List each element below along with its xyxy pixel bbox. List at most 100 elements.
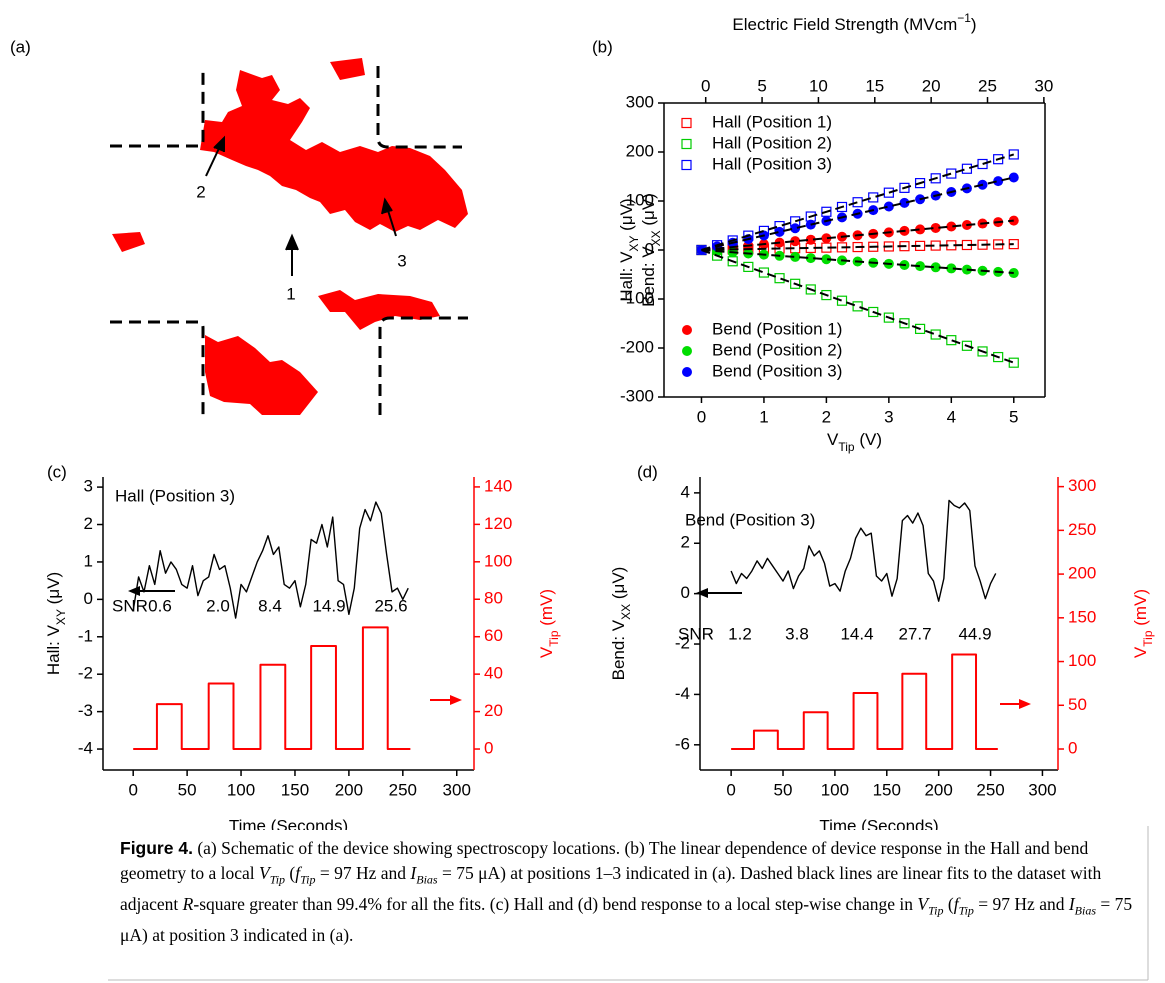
data-point	[993, 351, 1004, 363]
y-tick-label: -200	[620, 337, 654, 356]
data-point	[977, 158, 988, 170]
pointer-lines	[205, 135, 397, 276]
caption-text: = 97 Hz and	[973, 893, 1069, 914]
data-point	[836, 295, 848, 306]
y-tick-label: 0	[681, 583, 690, 602]
y2-tick-label: 0	[484, 739, 493, 758]
caption-text: (	[943, 893, 954, 914]
x-tick-label: 50	[774, 780, 793, 799]
x2-tick-label: 30	[1034, 76, 1053, 95]
caption-symbol: f	[295, 862, 301, 883]
y-tick-label: 0	[645, 239, 654, 258]
x2-axis-label-part: )	[971, 15, 977, 34]
snr-value: 44.9	[958, 624, 991, 643]
data-point	[946, 263, 957, 274]
y2-tick-label: 140	[484, 476, 512, 495]
y-tick-label: -3	[78, 701, 93, 720]
snr-value: 25.6	[374, 596, 407, 615]
caption-subscript: Bias	[1074, 903, 1097, 918]
y2-tick-label: 120	[484, 514, 512, 533]
caption-text: -square greater than 99.4% for all the f…	[193, 893, 918, 914]
x-axis-label: VTip (V)	[827, 430, 882, 454]
y-axis-label: Bend: VXX (μV)	[609, 567, 633, 681]
data-point	[821, 289, 832, 301]
caption-text: (	[285, 862, 296, 883]
legend-marker	[682, 325, 692, 335]
legend-marker	[682, 367, 692, 377]
data-point	[790, 236, 801, 247]
y-axis-label: Bend: VXX (μV)	[639, 193, 663, 307]
y2-tick-label: 50	[1068, 695, 1087, 714]
panel-label: (c)	[47, 462, 67, 481]
y2-axis-label-part: V	[1131, 646, 1150, 658]
y2-axis-label: VTip (mV)	[537, 589, 561, 658]
caption-symbol: I	[410, 862, 417, 883]
y2-axis-label-part: (mV)	[1131, 589, 1150, 631]
legend-label: Hall (Position 3)	[712, 154, 832, 173]
x-tick-label: 3	[884, 407, 893, 426]
y2-tick-label: 150	[1068, 607, 1096, 626]
data-point	[946, 168, 957, 179]
y-tick-label: -100	[620, 288, 654, 307]
legend-label: Hall (Position 1)	[712, 112, 832, 131]
x-tick-label: 0	[128, 780, 137, 799]
data-point	[883, 201, 894, 212]
caption: Figure 4. (a) Schematic of the device sh…	[120, 836, 1135, 948]
legend-marker	[681, 159, 692, 171]
y-axis-label-part: Hall: V	[617, 251, 636, 302]
x-tick-label: 250	[389, 780, 417, 799]
data-point	[790, 251, 801, 262]
y2-tick-label: 250	[1068, 520, 1096, 539]
x-tick-label: 0	[726, 780, 735, 799]
arrow-head	[1019, 699, 1031, 709]
legend-label: Hall (Position 2)	[712, 133, 832, 152]
snr-value: 0.6	[148, 596, 172, 615]
x2-tick-label: 25	[978, 76, 997, 95]
y-tick-label: -300	[620, 386, 654, 405]
data-line	[132, 501, 409, 619]
y2-tick-label: 40	[484, 664, 503, 683]
data-point	[821, 254, 832, 265]
y-tick-label: 300	[626, 92, 654, 111]
y-tick-label: -2	[78, 664, 93, 683]
fit-line	[701, 153, 1015, 251]
x2-tick-label: 5	[757, 76, 766, 95]
caption-label: Figure 4.	[120, 838, 193, 858]
y2-tick-label: 80	[484, 589, 503, 608]
caption-text: = 97 Hz and	[315, 862, 411, 883]
y2-axis-label-part: Tip	[547, 630, 561, 647]
y-axis-label-part: XY	[627, 236, 641, 252]
y-axis-label-part: (μV)	[609, 567, 628, 604]
red-regions	[112, 58, 468, 415]
x-tick-label: 200	[924, 780, 952, 799]
y-axis-label-part: Bend: V	[639, 246, 658, 307]
x-axis-label: Time (Seconds)	[819, 816, 938, 830]
x-tick-label: 4	[947, 407, 956, 426]
arrow-head	[450, 695, 462, 705]
data-point	[852, 197, 863, 208]
x-tick-label: 300	[1028, 780, 1056, 799]
y2-axis-label-part: V	[537, 646, 556, 658]
y-tick-label: -4	[675, 684, 690, 703]
caption-subscript: Tip	[300, 872, 316, 887]
x2-tick-label: 10	[809, 76, 828, 95]
panel-label: (a)	[10, 37, 31, 56]
panel-label: (d)	[637, 462, 658, 481]
y2-tick-label: 60	[484, 626, 503, 645]
y-tick-label: 100	[626, 190, 654, 209]
caption-symbol: V	[917, 893, 929, 914]
x-axis-label: Time (Seconds)	[229, 816, 348, 830]
device-outline	[110, 66, 468, 415]
x-tick-label: 150	[873, 780, 901, 799]
x-tick-label: 100	[821, 780, 849, 799]
x-tick-label: 2	[822, 407, 831, 426]
location-label: 2	[196, 182, 205, 201]
y2-tick-label: 100	[484, 551, 512, 570]
y-axis-label-part: Bend: V	[609, 619, 628, 680]
x-tick-label: 5	[1009, 407, 1018, 426]
y-tick-label: -4	[78, 739, 93, 758]
panel-title: Bend (Position 3)	[685, 510, 815, 529]
location-label: 3	[397, 251, 406, 270]
snr-value: 27.7	[898, 624, 931, 643]
